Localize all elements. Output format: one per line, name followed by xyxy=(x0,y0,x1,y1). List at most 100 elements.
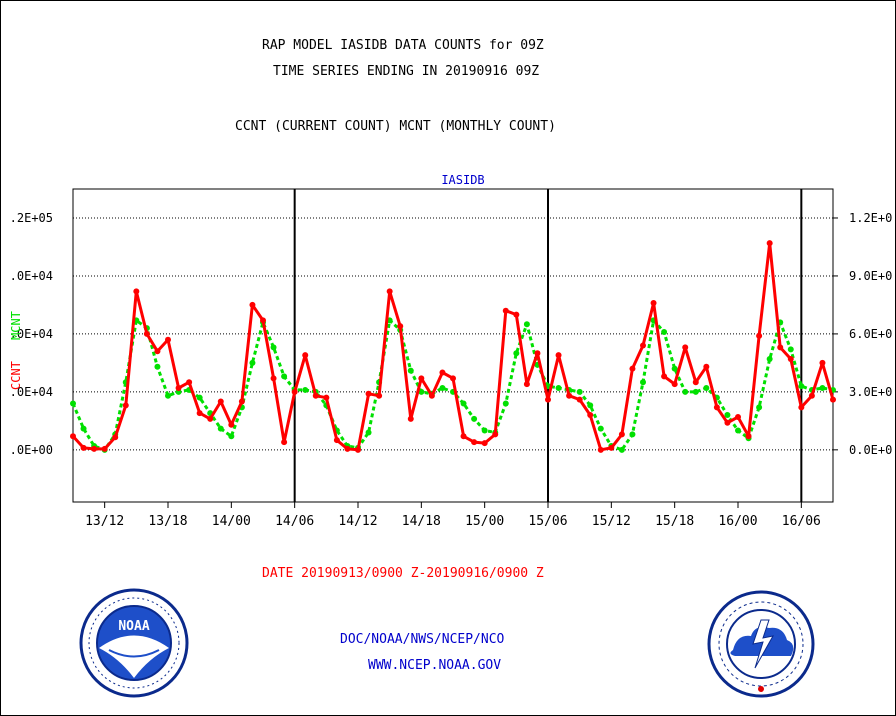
mcnt-point xyxy=(819,385,826,392)
ccnt-point xyxy=(471,439,478,446)
x-tick-label: 13/12 xyxy=(85,514,124,529)
x-tick-label: 15/00 xyxy=(465,514,504,529)
ccnt-axis-label: CCNT xyxy=(9,361,23,390)
mcnt-point xyxy=(766,356,773,363)
ccnt-point xyxy=(745,433,752,440)
x-tick-label: 13/18 xyxy=(148,514,187,529)
ccnt-point xyxy=(428,392,435,399)
ccnt-line xyxy=(71,241,835,452)
noaa-logo-text: NOAA xyxy=(118,619,149,634)
panel-title: IASIDB xyxy=(441,173,484,187)
ccnt-point xyxy=(70,433,76,440)
ccnt-point xyxy=(576,396,583,403)
ccnt-point xyxy=(703,363,710,370)
mcnt-point xyxy=(228,433,235,440)
ccnt-point xyxy=(291,388,298,395)
x-tick-label: 15/12 xyxy=(592,514,631,529)
x-tick-label: 16/00 xyxy=(718,514,757,529)
ccnt-point xyxy=(597,446,604,453)
mcnt-point xyxy=(523,321,530,328)
mcnt-point xyxy=(671,365,678,372)
ccnt-point xyxy=(534,350,541,357)
ccnt-point xyxy=(186,379,193,386)
mcnt-point xyxy=(302,386,309,393)
ccnt-point xyxy=(808,392,815,399)
mcnt-point xyxy=(196,394,203,401)
ccnt-point xyxy=(587,412,594,419)
plot-area xyxy=(72,188,834,503)
ccnt-point xyxy=(492,431,499,438)
ccnt-point xyxy=(165,336,171,343)
ccnt-point xyxy=(756,332,763,339)
ccnt-point xyxy=(618,431,625,438)
x-tick-label: 15/06 xyxy=(528,514,567,529)
mcnt-point xyxy=(418,388,425,395)
ccnt-point xyxy=(386,288,393,295)
ccnt-point xyxy=(650,299,657,306)
ccnt-point xyxy=(545,396,551,403)
mcnt-point xyxy=(629,431,636,438)
ccnt-point xyxy=(724,419,731,426)
mcnt-point xyxy=(735,427,741,434)
x-tick-label: 14/06 xyxy=(275,514,314,529)
y-right-tick-label: 1.2E+0 xyxy=(849,211,892,225)
ccnt-point xyxy=(355,446,361,453)
ccnt-point xyxy=(101,445,108,452)
ccnt-point xyxy=(819,359,826,366)
mcnt-point xyxy=(165,392,171,399)
ccnt-point xyxy=(787,356,794,363)
mcnt-point xyxy=(640,379,646,386)
y-left-tick-label: .0E+04 xyxy=(10,327,53,341)
mcnt-point xyxy=(703,385,710,392)
mcnt-point xyxy=(460,400,467,407)
mcnt-point xyxy=(513,350,520,357)
ccnt-point xyxy=(777,344,784,351)
mcnt-axis-label: MCNT xyxy=(9,311,23,340)
x-tick-label: 15/18 xyxy=(655,514,694,529)
ccnt-point xyxy=(344,445,351,452)
y-right-tick-label: 3.0E+0 xyxy=(849,385,892,399)
org-path: DOC/NOAA/NWS/NCEP/NCO xyxy=(340,632,505,647)
ccnt-point xyxy=(671,381,678,388)
ccnt-point xyxy=(766,240,773,247)
ccnt-point xyxy=(460,433,467,440)
ccnt-point xyxy=(376,392,383,399)
ccnt-point xyxy=(566,392,573,399)
ccnt-point xyxy=(735,413,741,420)
mcnt-point xyxy=(724,412,731,419)
ccnt-point xyxy=(830,396,836,403)
noaa-logo: NOAA xyxy=(79,588,189,698)
ccnt-point xyxy=(175,385,182,392)
series-layer xyxy=(70,240,836,453)
ccnt-point xyxy=(133,288,140,295)
mcnt-point xyxy=(80,425,87,432)
ccnt-point xyxy=(270,375,277,382)
mcnt-point xyxy=(555,385,562,392)
mcnt-point xyxy=(787,346,794,353)
mcnt-point xyxy=(756,404,763,411)
mcnt-point xyxy=(365,429,372,436)
x-tick-label: 16/06 xyxy=(782,514,821,529)
ccnt-point xyxy=(323,394,330,401)
ccnt-point xyxy=(228,421,235,428)
nws-logo xyxy=(707,590,815,698)
ccnt-point xyxy=(143,330,150,337)
y-right-tick-label: 6.0E+0 xyxy=(849,327,892,341)
ccnt-point xyxy=(692,379,699,386)
ccnt-point xyxy=(312,392,319,399)
mcnt-point xyxy=(692,388,699,395)
ccnt-point xyxy=(450,375,456,382)
mcnt-point xyxy=(407,367,414,374)
ncep-link[interactable]: WWW.NCEP.NOAA.GOV xyxy=(368,658,502,673)
ccnt-point xyxy=(629,365,636,372)
chart-title-line2: TIME SERIES ENDING IN 20190916 09Z xyxy=(273,64,540,79)
ccnt-point xyxy=(418,375,425,382)
mcnt-point xyxy=(502,400,509,407)
y-left-tick-label: .0E+04 xyxy=(10,385,53,399)
mcnt-point xyxy=(597,425,604,432)
ccnt-point xyxy=(238,398,245,405)
ccnt-point xyxy=(713,404,720,411)
ccnt-point xyxy=(502,307,509,314)
ccnt-point xyxy=(640,342,646,349)
